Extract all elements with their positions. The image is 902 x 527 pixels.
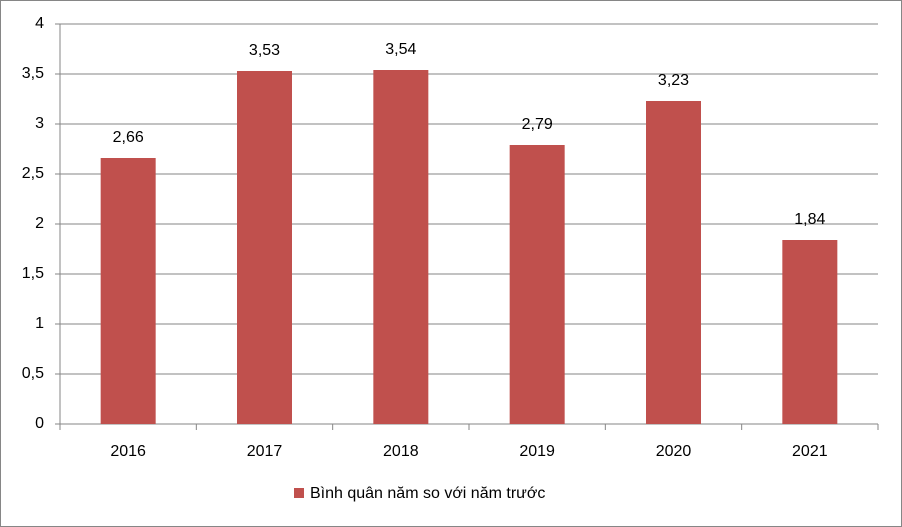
x-tick-label: 2016	[110, 443, 146, 460]
value-label: 3,54	[385, 41, 416, 58]
x-tick-label: 2019	[519, 443, 555, 460]
value-label: 2,79	[522, 116, 553, 133]
y-tick-label: 3,5	[22, 65, 44, 82]
y-tick-label: 1	[35, 315, 44, 332]
value-label: 3,53	[249, 42, 280, 59]
y-tick-label: 0	[35, 415, 44, 432]
x-tick-label: 2018	[383, 443, 419, 460]
y-tick-label: 2,5	[22, 165, 44, 182]
y-tick-label: 4	[35, 15, 44, 32]
x-tick-label: 2020	[656, 443, 692, 460]
y-tick-label: 3	[35, 115, 44, 132]
bar	[509, 145, 565, 424]
x-tick-label: 2017	[247, 443, 283, 460]
value-label: 2,66	[113, 129, 144, 146]
bar	[237, 71, 292, 424]
bar	[100, 158, 156, 424]
bar	[646, 101, 701, 424]
y-tick-label: 2	[35, 215, 44, 232]
bar	[373, 70, 429, 424]
value-label: 1,84	[794, 211, 825, 228]
x-tick-label: 2021	[792, 443, 828, 460]
legend-label: Bình quân năm so với năm trước	[310, 485, 545, 502]
y-tick-label: 0,5	[22, 365, 44, 382]
y-tick-label: 1,5	[22, 265, 44, 282]
value-label: 3,23	[658, 72, 689, 89]
legend-swatch	[294, 488, 304, 498]
bar	[782, 240, 838, 424]
